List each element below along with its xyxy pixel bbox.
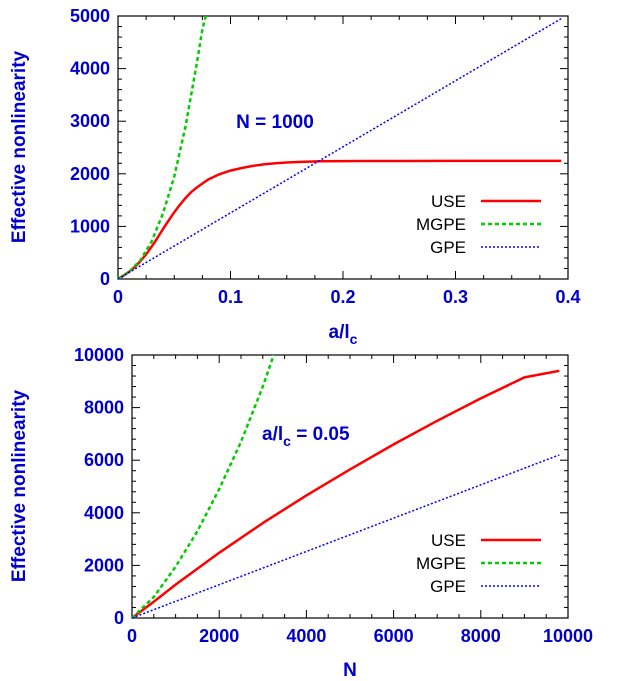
- y-axis-title: Effective nonlinearity: [9, 389, 30, 582]
- y-tick-label: 0: [114, 608, 124, 628]
- x-tick-label: 6000: [374, 626, 414, 646]
- y-tick-label: 4000: [70, 59, 110, 79]
- x-axis-title-main: a/l: [329, 322, 350, 343]
- legend: USE MGPE GPE: [416, 531, 541, 596]
- x-tick-label: 0.3: [443, 287, 468, 307]
- legend: USE MGPE GPE: [416, 192, 541, 257]
- annotation-suffix: = 0.05: [291, 424, 350, 445]
- y-tick-label: 0: [100, 269, 110, 289]
- x-axis-title: a/lc: [329, 322, 358, 347]
- y-tick-label: 8000: [84, 398, 124, 418]
- x-tick-label: 0.4: [555, 287, 580, 307]
- y-tick-label: 2000: [70, 164, 110, 184]
- annotation-sub: c: [283, 433, 291, 449]
- series-line-gpe: [117, 17, 562, 280]
- legend-label-use: USE: [431, 531, 466, 550]
- y-tick-label: 1000: [70, 216, 110, 236]
- axis-ticks: [131, 354, 569, 619]
- series-line-mgpe: [131, 354, 275, 619]
- axis-ticks: [117, 15, 569, 280]
- x-axis-title-sub: c: [350, 331, 358, 347]
- series-line-gpe: [131, 454, 560, 619]
- series-lines: [131, 354, 560, 620]
- x-tick-label: 0: [127, 626, 137, 646]
- annotation-prefix: a/l: [262, 424, 283, 445]
- y-tick-label: 6000: [84, 450, 124, 470]
- chart-bottom: 0 2000 4000 6000 8000 10000 0 2000 4000 6000 8000…: [9, 345, 593, 681]
- chart-top: 0 0.1 0.2 0.3 0.4 0 1000 2000 3000 4000 5000 Effe…: [9, 6, 581, 347]
- x-axis-title: N: [343, 660, 357, 681]
- y-tick-label: 3000: [70, 111, 110, 131]
- series-lines: [117, 15, 562, 281]
- annotation-n: N = 1000: [236, 112, 314, 133]
- legend-label-gpe: GPE: [430, 238, 466, 257]
- series-line-mgpe: [117, 15, 208, 281]
- y-tick-label: 2000: [84, 555, 124, 575]
- series-line-use: [131, 369, 560, 620]
- legend-label-mgpe: MGPE: [416, 554, 466, 573]
- annotation-ratio: a/lc = 0.05: [262, 424, 350, 449]
- y-tick-label: 4000: [84, 503, 124, 523]
- x-tick-label: 10000: [543, 626, 593, 646]
- series-line-use: [117, 159, 562, 281]
- y-tick-labels: 0 1000 2000 3000 4000 5000: [70, 6, 110, 289]
- x-tick-label: 4000: [286, 626, 326, 646]
- y-tick-label: 10000: [74, 345, 124, 365]
- legend-label-mgpe: MGPE: [416, 215, 466, 234]
- y-axis-title: Effective nonlinearity: [9, 50, 30, 243]
- y-tick-label: 5000: [70, 6, 110, 26]
- x-tick-label: 2000: [199, 626, 239, 646]
- legend-label-use: USE: [431, 192, 466, 211]
- x-tick-label: 0: [113, 287, 123, 307]
- legend-label-gpe: GPE: [430, 577, 466, 596]
- x-tick-label: 0.2: [330, 287, 355, 307]
- x-tick-labels: 0 2000 4000 6000 8000 10000: [127, 626, 593, 646]
- plot-frame: [131, 354, 569, 619]
- x-tick-labels: 0 0.1 0.2 0.3 0.4: [113, 287, 581, 307]
- x-tick-label: 0.1: [218, 287, 243, 307]
- x-tick-label: 8000: [461, 626, 501, 646]
- y-tick-labels: 0 2000 4000 6000 8000 10000: [74, 345, 124, 628]
